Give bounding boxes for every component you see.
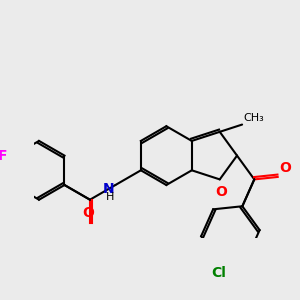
Text: O: O — [279, 161, 291, 176]
Text: O: O — [215, 185, 227, 199]
Text: N: N — [102, 182, 114, 197]
Text: F: F — [0, 148, 8, 163]
Text: Cl: Cl — [211, 266, 226, 280]
Text: H: H — [106, 192, 114, 202]
Text: CH₃: CH₃ — [244, 113, 264, 123]
Text: O: O — [82, 206, 94, 220]
